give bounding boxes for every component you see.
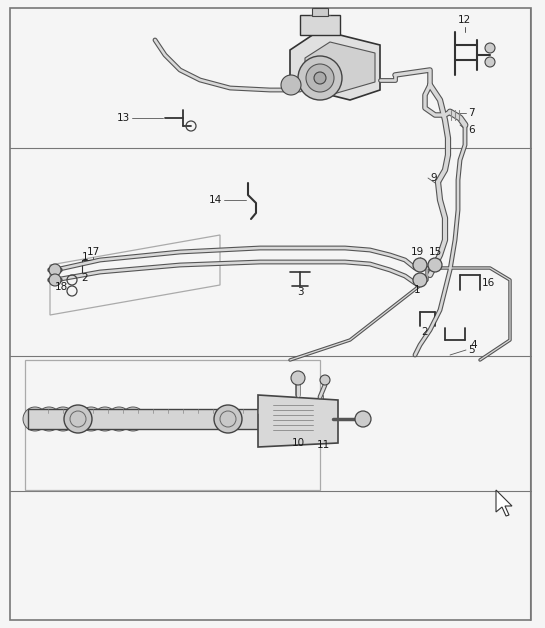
Text: 6: 6 <box>468 125 475 135</box>
Text: 16: 16 <box>482 278 495 288</box>
Text: 14: 14 <box>209 195 222 205</box>
Text: 4: 4 <box>470 340 477 350</box>
Text: 10: 10 <box>292 438 305 448</box>
Text: 3: 3 <box>296 287 304 297</box>
Circle shape <box>37 407 61 431</box>
Circle shape <box>281 75 301 95</box>
Bar <box>312 8 328 16</box>
Circle shape <box>413 258 427 272</box>
Text: 1: 1 <box>414 285 420 295</box>
Polygon shape <box>305 42 375 95</box>
Text: 15: 15 <box>428 247 441 257</box>
Circle shape <box>320 375 330 385</box>
Circle shape <box>93 407 117 431</box>
Circle shape <box>23 407 47 431</box>
Text: 2: 2 <box>422 327 428 337</box>
Bar <box>28 409 288 429</box>
Circle shape <box>64 405 92 433</box>
Text: 18: 18 <box>54 282 68 292</box>
Text: 12: 12 <box>458 15 471 25</box>
Circle shape <box>51 407 75 431</box>
Circle shape <box>79 407 103 431</box>
Circle shape <box>413 273 427 287</box>
Circle shape <box>291 371 305 385</box>
Polygon shape <box>290 30 380 100</box>
Circle shape <box>485 43 495 53</box>
Circle shape <box>65 407 89 431</box>
Circle shape <box>428 258 442 272</box>
Bar <box>300 15 340 35</box>
Bar <box>10 8 531 148</box>
Circle shape <box>355 411 371 427</box>
Text: 5: 5 <box>468 345 475 355</box>
Circle shape <box>306 64 334 92</box>
Polygon shape <box>496 490 512 516</box>
Bar <box>10 148 531 356</box>
Circle shape <box>121 407 145 431</box>
Circle shape <box>49 264 61 276</box>
Text: 19: 19 <box>410 247 423 257</box>
Text: 1: 1 <box>82 252 88 262</box>
Text: 13: 13 <box>117 113 130 123</box>
Text: 7: 7 <box>468 108 475 118</box>
Text: 11: 11 <box>317 440 330 450</box>
Circle shape <box>107 407 131 431</box>
Circle shape <box>485 57 495 67</box>
Text: 9: 9 <box>430 173 437 183</box>
Circle shape <box>214 405 242 433</box>
Text: 17: 17 <box>86 247 100 257</box>
Circle shape <box>314 72 326 84</box>
Bar <box>10 356 531 570</box>
Circle shape <box>298 56 342 100</box>
Polygon shape <box>258 395 338 447</box>
Text: 2: 2 <box>82 273 88 283</box>
Circle shape <box>49 274 61 286</box>
